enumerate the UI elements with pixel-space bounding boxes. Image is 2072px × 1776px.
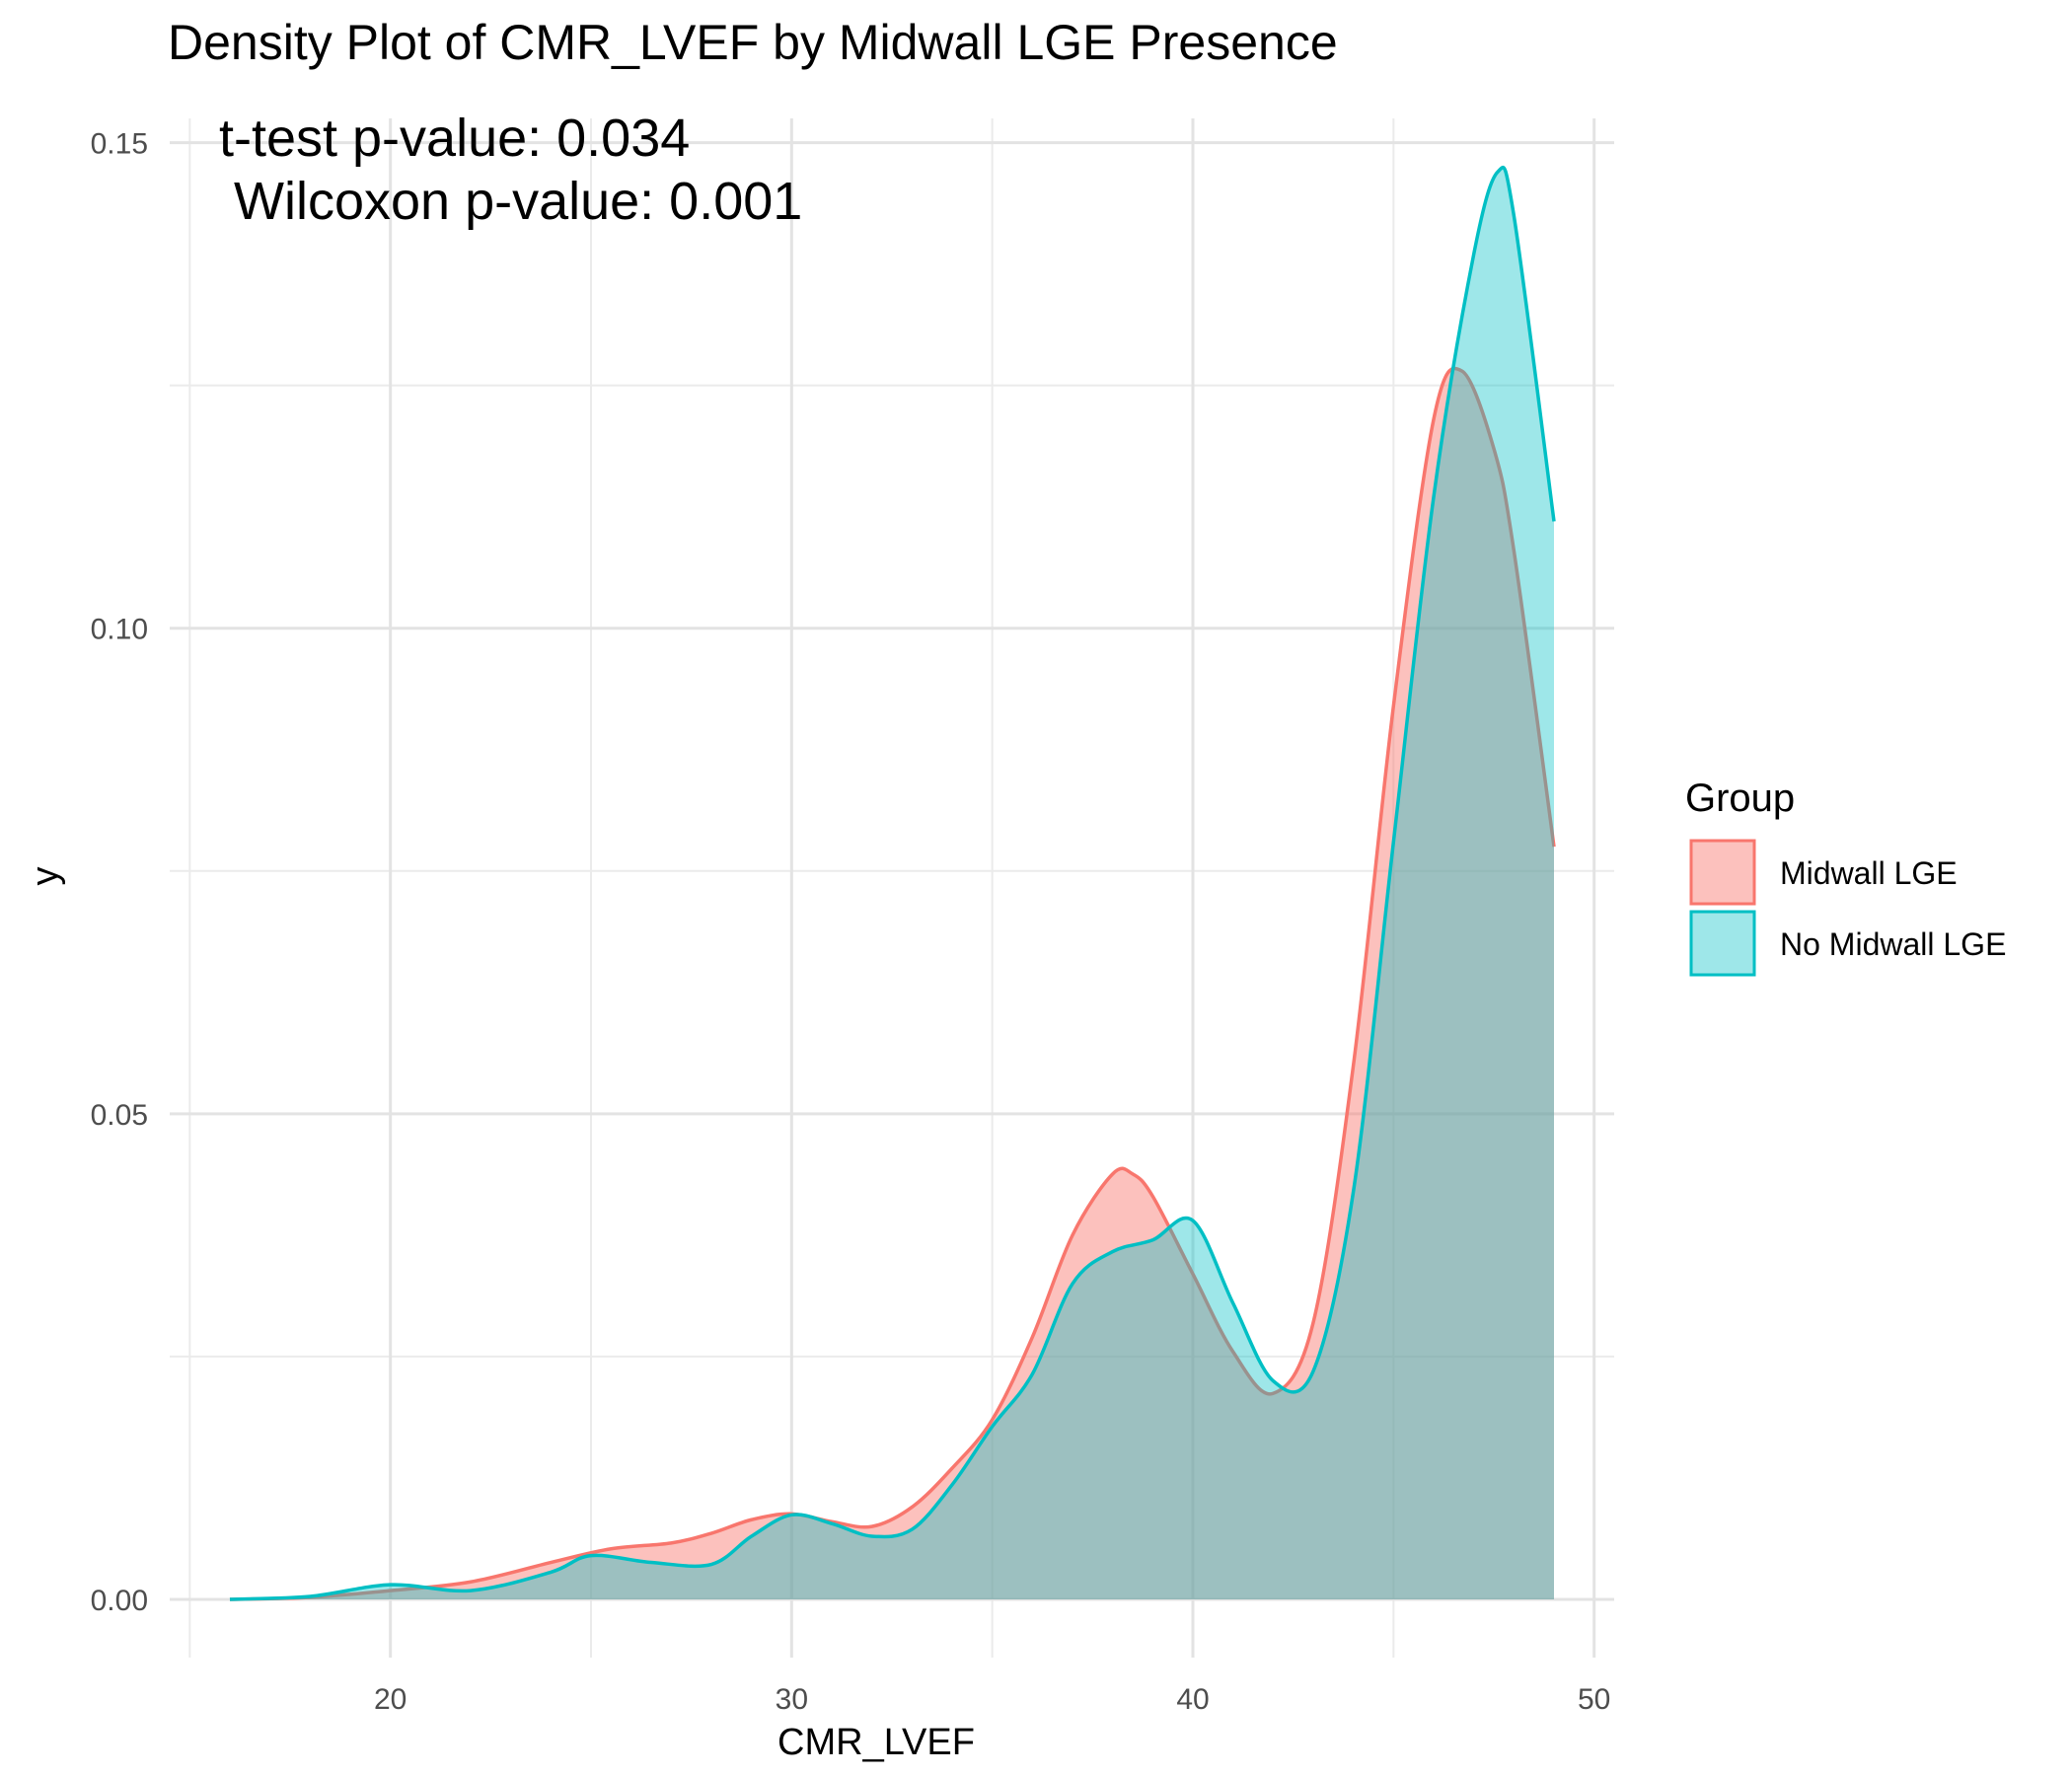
density-line-midwall-lge	[229, 366, 1556, 1601]
x-tick-label: 20	[374, 1683, 407, 1716]
y-tick-label: 0.10	[91, 614, 148, 646]
legend-key-midwall-lge	[1689, 839, 1756, 906]
x-tick-label: 30	[776, 1683, 808, 1716]
legend-label-midwall-lge: Midwall LGE	[1780, 855, 1958, 891]
x-tick-label: 50	[1578, 1683, 1610, 1716]
y-tick-label: 0.15	[91, 128, 148, 161]
legend: Group Midwall LGE No Midwall LGE	[1685, 777, 2006, 977]
x-tick-label: 40	[1176, 1683, 1209, 1716]
legend-title: Group	[1685, 777, 1795, 820]
axis-ticks: 20 30 40 50 0.00 0.05 0.10 0.15	[91, 128, 1611, 1716]
density-series	[229, 165, 1556, 1601]
y-tick-label: 0.00	[91, 1585, 148, 1617]
y-axis-label: y	[25, 867, 66, 886]
density-area-no-midwall-lge	[230, 167, 1554, 1599]
legend-key-no-midwall-lge	[1689, 910, 1756, 977]
density-line-no-midwall-lge	[229, 165, 1556, 1601]
x-axis-label: CMR_LVEF	[777, 1722, 975, 1763]
wilcoxon-annotation: Wilcoxon p-value: 0.001	[219, 172, 802, 231]
legend-label-no-midwall-lge: No Midwall LGE	[1780, 926, 2006, 962]
y-tick-label: 0.05	[91, 1099, 148, 1132]
chart-title: Density Plot of CMR_LVEF by Midwall LGE …	[168, 15, 1338, 70]
ttest-annotation: t-test p-value: 0.034	[219, 109, 690, 168]
grid-lines	[170, 118, 1614, 1658]
